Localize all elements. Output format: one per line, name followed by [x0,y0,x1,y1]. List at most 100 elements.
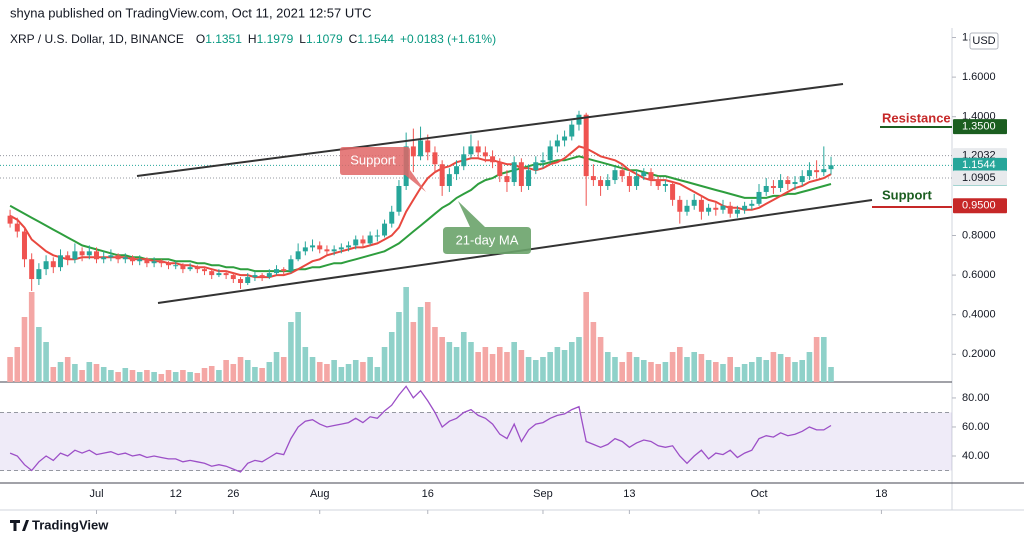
candle-body [410,146,416,157]
candle-body [166,263,172,266]
candle-body [93,251,99,260]
x-tick-label: 16 [422,488,434,500]
volume-bar [792,362,798,382]
candle-body [446,174,452,187]
candle-body [677,199,683,212]
x-tick-label: 13 [623,488,635,500]
candle-body [230,275,236,280]
volume-bar [612,357,618,382]
plot: 1.80001.60001.40000.80000.60000.40000.20… [0,31,1007,514]
rsi-band [0,412,952,471]
candle-body [187,267,193,270]
candle-body [223,273,229,276]
candle-body [454,166,460,175]
candle-body [648,172,654,181]
support-label: Support [882,187,932,202]
legend-value: 1.1979 [257,32,294,46]
candle-body [749,203,755,206]
candle-body [144,259,150,264]
candle-body [691,199,697,206]
candle-body [29,259,35,280]
volume-bar [309,357,316,382]
volume-bar [799,360,806,382]
candle-body [72,251,78,260]
volume-bar [583,292,589,382]
x-tick-label: Jul [89,488,103,500]
candle-body [569,124,575,137]
candle-body [778,180,784,188]
volume-bar [237,357,244,382]
candle-body [130,257,136,262]
price-box-label: 1.3500 [962,121,996,133]
volume-bar [633,357,640,382]
candle-body [151,261,157,264]
price-box [953,198,1007,214]
candle-body [590,176,596,181]
candle-body [576,114,582,125]
resistance-label: Resistance [882,110,951,125]
volume-bar [381,347,388,382]
volume-bar [532,360,539,382]
legend-symbol: XRP / U.S. Dollar, 1D, BINANCE [10,32,184,46]
volume-bar [244,360,251,382]
legend: XRP / U.S. Dollar, 1D, BINANCE O 1.1351 H 1.… [10,32,496,46]
volume-bar [576,337,582,382]
volume-bar [352,360,359,382]
volume-bar [86,362,93,382]
volume-bar [806,352,813,382]
candle-body [137,259,143,262]
currency-box[interactable] [969,32,999,50]
x-tick-label: 12 [170,488,182,500]
candle-body [310,245,316,248]
volume-bar [655,364,661,382]
price-box-label: 0.9500 [962,200,996,212]
volume-bar [324,364,330,382]
volume-bar [180,370,186,382]
candle-body [684,205,690,212]
candle-body [50,261,56,268]
legend-change: +0.0183 (+1.61%) [400,32,496,46]
footer: TradingView [32,517,109,532]
y-tick-label: 0.2000 [962,348,996,360]
volume-bar [453,347,460,382]
x-tick-label: Oct [750,488,767,500]
volume-bar [360,362,366,382]
volume-bar [648,362,654,382]
candle-body [612,170,618,181]
candle-body [288,259,294,272]
candle-body [374,235,380,237]
volume-bar [122,368,129,382]
candle-body [252,275,258,278]
candle-body [655,180,661,187]
volume-bar [626,352,633,382]
volume-bar [108,370,114,382]
volume-bar [288,322,294,382]
volume-bar [14,347,21,382]
volume-bar [266,362,273,382]
volume-bar [734,367,741,382]
volume-bar [129,370,136,382]
candle-body [756,191,762,204]
volume-bar [144,370,150,382]
volume-bar [136,372,143,382]
candle-body [518,162,524,187]
volume-bar [813,337,820,382]
volume-bar [432,327,438,382]
volume-bar [273,352,280,382]
candle-body [108,255,114,258]
candle-body [792,182,798,185]
volume-bar [619,362,625,382]
legend-key: L [299,32,306,46]
legend-key: O [196,32,205,46]
candle-body [828,165,834,170]
volume-bar [100,367,107,382]
volume-bar [21,317,28,382]
candle-body [295,251,301,260]
candle-body [698,199,704,212]
candle-body [245,277,251,284]
candle-body [338,247,344,250]
volume-bar [115,372,121,382]
volume-bar [424,302,431,382]
candle-body [619,170,625,177]
